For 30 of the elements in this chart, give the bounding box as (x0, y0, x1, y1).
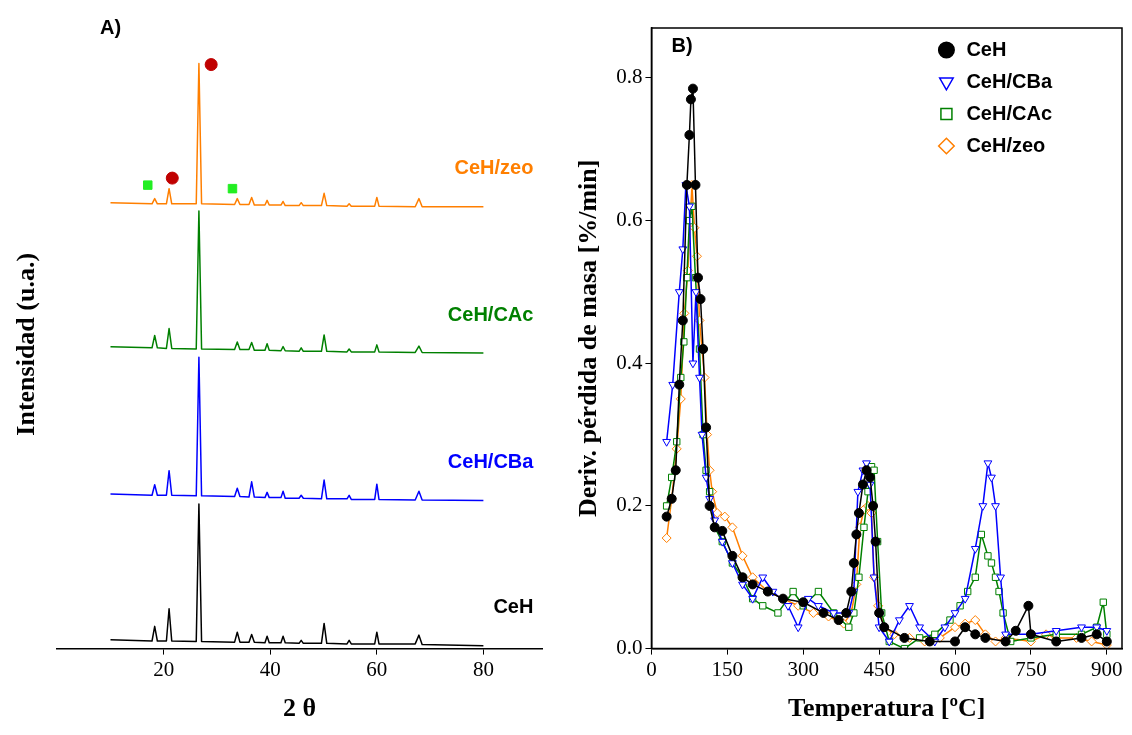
x-tick-label: 900 (1091, 656, 1123, 681)
y-axis-title: Intensidad (u.a.) (11, 252, 41, 436)
legend-label: CeH/CBa (966, 69, 1053, 92)
legend-label: CeH/zeo (966, 133, 1046, 156)
series-label: CeH/zeo (454, 156, 534, 179)
x-tick-label: 600 (939, 656, 971, 681)
x-tick-label: 60 (366, 656, 388, 681)
x-tick-label: 450 (863, 656, 895, 681)
x-tick-label: 80 (472, 656, 494, 681)
chart-title: B) (671, 33, 693, 56)
x-tick-label: 300 (787, 656, 819, 681)
y-tick-label: 0.0 (616, 635, 643, 660)
legend-label: CeH (966, 37, 1007, 60)
x-axis-title: Temperatura [ºC] (787, 693, 986, 723)
legend-label: CeH/CAc (966, 101, 1052, 124)
x-tick-label: 40 (259, 656, 281, 681)
x-tick-label: 750 (1015, 656, 1047, 681)
x-tick-label: 20 (153, 656, 175, 681)
y-tick-label: 0.6 (616, 207, 643, 232)
y-tick-label: 0.8 (616, 64, 643, 89)
y-tick-label: 0.4 (616, 349, 643, 374)
y-tick-label: 0.2 (616, 492, 643, 517)
y-axis-title: Deriv. pérdida de masa [%/min] (573, 159, 603, 518)
x-axis-title: 2 θ (283, 693, 317, 723)
x-tick-label: 150 (711, 656, 744, 681)
series-label: CeH (493, 595, 534, 618)
series-label: CeH/CBa (447, 450, 535, 473)
x-tick-label: 0 (646, 656, 657, 681)
chart-title: A) (100, 15, 122, 38)
series-label: CeH/CAc (447, 302, 534, 325)
